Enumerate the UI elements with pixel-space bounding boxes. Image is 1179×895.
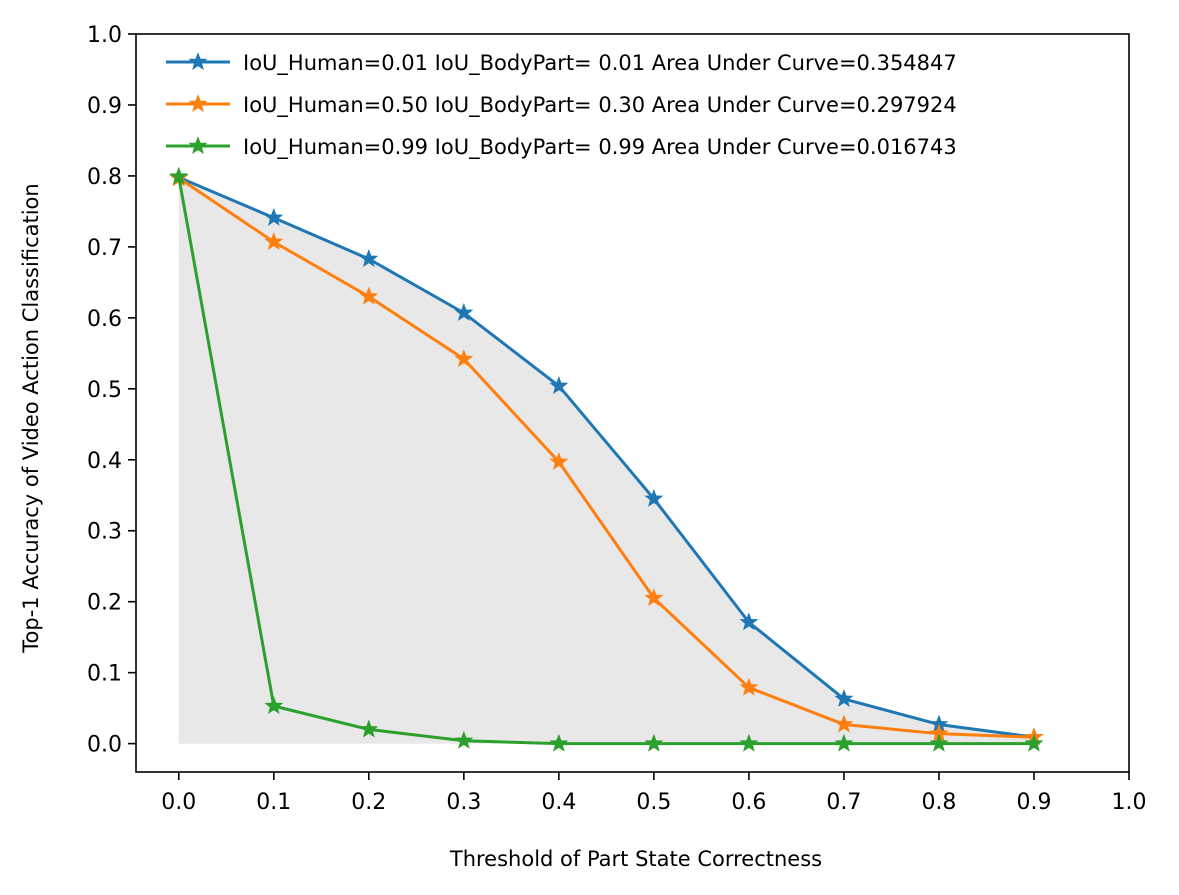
data-point bbox=[739, 612, 759, 631]
shaded-area-layer bbox=[178, 177, 1034, 744]
legend-label: IoU_Human=0.50 IoU_BodyPart= 0.30 Area U… bbox=[243, 93, 957, 118]
data-point bbox=[834, 688, 854, 707]
data-point bbox=[644, 588, 664, 607]
data-point bbox=[834, 714, 854, 733]
legend-entry-1: IoU_Human=0.01 IoU_BodyPart= 0.01 Area U… bbox=[166, 51, 957, 76]
x-tick-label: 1.0 bbox=[1112, 790, 1147, 815]
series-1-line bbox=[178, 175, 1035, 739]
series-layer bbox=[169, 166, 1044, 752]
x-tick-label: 0.1 bbox=[256, 790, 291, 815]
x-tick-label: 0.0 bbox=[161, 790, 196, 815]
y-tick-label: 0.3 bbox=[87, 520, 122, 545]
x-tick-label: 0.2 bbox=[351, 790, 386, 815]
data-point bbox=[169, 166, 189, 185]
shaded-area bbox=[178, 177, 1034, 744]
data-point bbox=[644, 488, 664, 507]
legend-label: IoU_Human=0.01 IoU_BodyPart= 0.01 Area U… bbox=[243, 51, 957, 76]
data-point bbox=[549, 733, 569, 752]
x-tick-label: 0.7 bbox=[826, 790, 861, 815]
y-tick-label: 0.4 bbox=[87, 449, 122, 474]
data-point bbox=[264, 207, 284, 226]
legend-marker bbox=[188, 52, 208, 71]
y-axis-label: Top-1 Accuracy of Video Action Classific… bbox=[19, 183, 43, 653]
x-tick-label: 0.4 bbox=[541, 790, 576, 815]
legend-entry-2: IoU_Human=0.50 IoU_BodyPart= 0.30 Area U… bbox=[166, 93, 957, 118]
data-point bbox=[454, 349, 474, 368]
x-axis-label: Threshold of Part State Correctness bbox=[449, 847, 822, 871]
legend-label: IoU_Human=0.99 IoU_BodyPart= 0.99 Area U… bbox=[243, 135, 957, 160]
data-point bbox=[264, 232, 284, 250]
series-3-line bbox=[177, 176, 1034, 746]
y-tick-label: 1.0 bbox=[87, 23, 122, 48]
data-point bbox=[454, 302, 474, 321]
y-tick-label: 0.0 bbox=[87, 733, 122, 758]
data-point bbox=[264, 696, 284, 715]
legend-marker bbox=[188, 94, 208, 113]
data-point bbox=[739, 677, 759, 696]
y-tick-label: 0.9 bbox=[87, 94, 122, 119]
data-point bbox=[929, 733, 949, 752]
data-point bbox=[359, 249, 379, 267]
x-tick-label: 0.5 bbox=[636, 790, 671, 815]
legend: IoU_Human=0.01 IoU_BodyPart= 0.01 Area U… bbox=[166, 51, 957, 160]
data-point bbox=[549, 376, 569, 394]
data-point bbox=[454, 730, 474, 749]
plot-frame bbox=[135, 33, 1130, 773]
y-tick-label: 0.1 bbox=[87, 662, 122, 687]
legend-entry-3: IoU_Human=0.99 IoU_BodyPart= 0.99 Area U… bbox=[166, 135, 957, 160]
data-point bbox=[1024, 733, 1044, 752]
data-point bbox=[739, 733, 759, 752]
y-tick-label: 0.8 bbox=[87, 165, 122, 190]
y-tick-label: 0.5 bbox=[87, 378, 122, 403]
x-tick-label: 0.3 bbox=[446, 790, 481, 815]
data-point bbox=[834, 733, 854, 752]
series-2-line bbox=[177, 176, 1035, 739]
y-tick-label: 0.6 bbox=[87, 307, 122, 332]
x-tick-label: 0.9 bbox=[1016, 790, 1051, 815]
legend-marker bbox=[188, 136, 208, 155]
data-point bbox=[549, 451, 569, 470]
y-tick-label: 0.2 bbox=[87, 591, 122, 616]
data-point bbox=[644, 733, 664, 752]
series-3 bbox=[169, 166, 1044, 752]
y-tick-label: 0.7 bbox=[87, 236, 122, 261]
data-point bbox=[359, 286, 379, 305]
data-point bbox=[359, 719, 379, 738]
series-1 bbox=[169, 167, 1044, 746]
axes-layer: 0.0 0.1 0.2 0.3 0.4 0.5 0.6 0.7 0.8 0.9 1.0 0.0 0.1 0… bbox=[87, 23, 1147, 815]
x-tick-label: 0.8 bbox=[921, 790, 956, 815]
x-tick-label: 0.6 bbox=[731, 790, 766, 815]
